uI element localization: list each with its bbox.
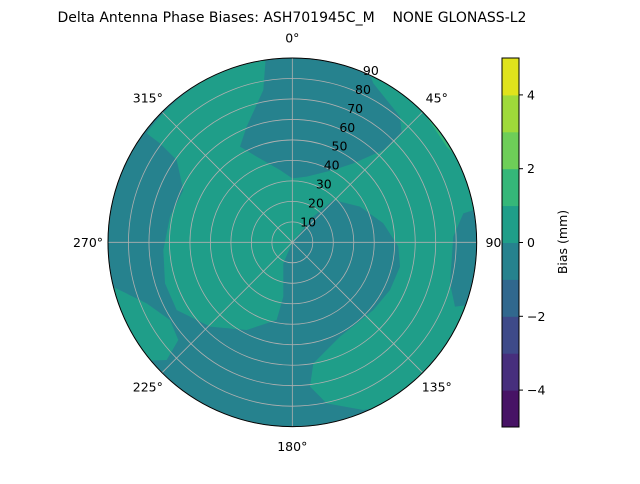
- theta-tick-label: 315°: [133, 90, 163, 105]
- colorbar-tick-label: −2: [527, 309, 545, 324]
- r-tick-label: 90: [363, 63, 379, 78]
- colorbar-band: [502, 242, 519, 280]
- polar-axes: [107, 57, 478, 428]
- theta-tick-label: 0°: [285, 31, 299, 46]
- polar-frame: [107, 57, 478, 428]
- theta-tick-label: 225°: [133, 379, 163, 394]
- colorbar-band: [502, 168, 519, 207]
- chart-title: Delta Antenna Phase Biases: ASH701945C_M…: [58, 10, 527, 26]
- theta-gridline: [161, 242, 293, 373]
- colorbar: 4 2 0 −2 −4: [501, 57, 545, 428]
- r-tick-label: 70: [347, 101, 363, 116]
- theta-gridline: [161, 111, 293, 243]
- colorbar-tick-label: 0: [527, 235, 535, 250]
- theta-tick-label: 270°: [73, 235, 103, 250]
- r-tick-label: 60: [339, 120, 355, 135]
- r-tick-label: 30: [316, 177, 332, 192]
- colorbar-tick-label: −4: [527, 383, 545, 398]
- colorbar-band: [502, 205, 519, 243]
- colorbar-label: Bias (mm): [555, 210, 570, 274]
- colorbar-band: [502, 279, 519, 317]
- theta-tick-label: 180°: [277, 439, 307, 454]
- theta-gridline: [292, 111, 423, 243]
- contour-region-level-1-2: [409, 99, 454, 154]
- theta-tick-label: 135°: [422, 379, 452, 394]
- colorbar-band: [502, 390, 519, 428]
- colorbar-band: [502, 353, 519, 391]
- r-tick-label: 80: [355, 82, 371, 97]
- colorbar-band: [502, 58, 519, 96]
- r-tick-label: 50: [332, 139, 348, 154]
- colorbar-band: [502, 94, 519, 133]
- colorbar-band: [502, 131, 519, 170]
- r-tick-label: 20: [308, 195, 324, 210]
- colorbar-tick-label: 4: [527, 87, 535, 102]
- r-tick-label: 10: [300, 214, 316, 229]
- theta-gridline: [292, 242, 423, 373]
- theta-tick-label: 45°: [426, 90, 448, 105]
- colorbar-tick-label: 2: [527, 161, 535, 176]
- colorbar-band: [502, 316, 519, 354]
- r-tick-label: 40: [324, 158, 340, 173]
